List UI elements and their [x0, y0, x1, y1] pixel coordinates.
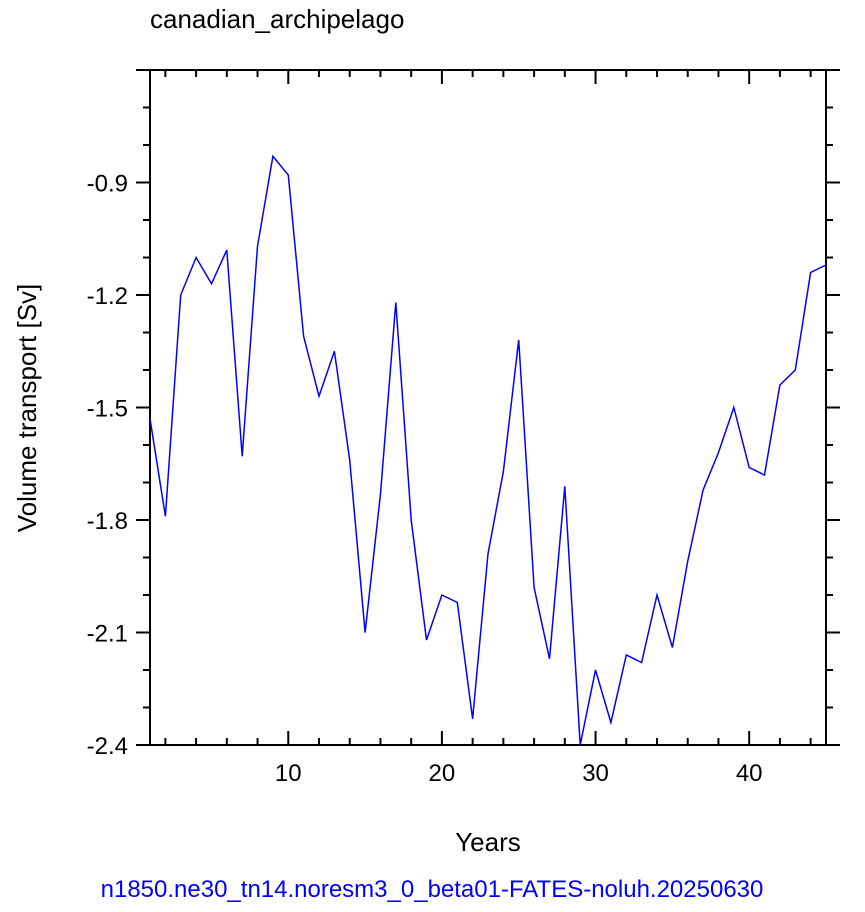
experiment-caption: n1850.ne30_tn14.noresm3_0_beta01-FATES-n… — [101, 876, 764, 903]
tick-labels: 10 20 30 40 -2.4 -2.1 -1.8 -1.5 -1.2 -0.9 — [87, 171, 763, 788]
x-tick-label: 30 — [582, 760, 609, 787]
x-tick-label: 40 — [736, 760, 763, 787]
y-axis-label: Volume transport [Sv] — [12, 284, 42, 533]
x-tick-label: 10 — [275, 760, 302, 787]
y-tick-label: -2.4 — [87, 733, 128, 760]
y-tick-label: -1.8 — [87, 508, 128, 535]
x-axis-label: Years — [455, 827, 521, 857]
series-line — [149, 154, 827, 746]
series-group — [149, 154, 827, 746]
chart-title: canadian_archipelago — [150, 4, 404, 34]
y-tick-label: -1.5 — [87, 396, 128, 423]
y-tick-label: -1.2 — [87, 283, 128, 310]
y-tick-label: -2.1 — [87, 621, 128, 648]
axis-ticks — [136, 69, 840, 746]
x-tick-label: 20 — [429, 760, 456, 787]
plot-frame — [149, 69, 827, 746]
y-tick-label: -0.9 — [87, 171, 128, 198]
